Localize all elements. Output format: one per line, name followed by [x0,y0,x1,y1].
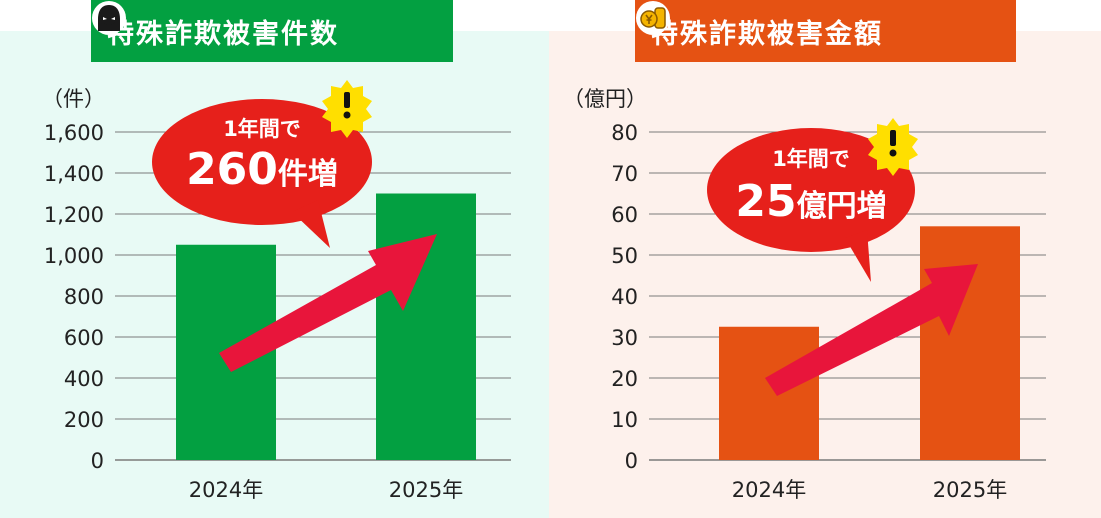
increase-arrow [765,264,978,396]
annotation-line1: 1年間で [772,147,850,171]
chart-cases: （件） 0 200 400 600 800 1,000 1,200 1,400 1,600 20… [0,31,549,518]
y-tick-label: 600 [64,326,104,350]
annotation-amount: 25億円増 [735,176,886,227]
annotation-big-number: 25 [735,176,796,227]
chart-amount: （億円） 0 10 20 30 40 50 60 70 80 2024年 2025年 1年間で 2… [549,31,1101,518]
y-tick-label: 1,200 [44,203,104,227]
panel-cases: （件） 0 200 400 600 800 1,000 1,200 1,400 1,600 20… [0,0,549,518]
y-tick-label: 30 [611,326,638,350]
x-tick-labels: 2024年 2025年 [732,478,1007,502]
y-tick-label: 80 [611,121,638,145]
y-tick-label: 400 [64,367,104,391]
y-tick-labels: 0 10 20 30 40 50 60 70 80 [611,121,638,473]
increase-arrow [219,234,437,372]
x-tick-label: 2024年 [189,478,263,502]
chart-title-banner: 特殊詐欺被害件数 [91,0,453,62]
chart-title-banner: 特殊詐欺被害金額 [635,0,1016,62]
y-tick-label: 1,000 [44,244,104,268]
annotation-big-number: 260 [186,144,278,195]
hooded-criminal-icon [92,1,126,35]
y-tick-label: 10 [611,408,638,432]
y-tick-label: 1,400 [44,162,104,186]
y-tick-label: 60 [611,203,638,227]
exclamation-badge-icon [868,118,918,176]
y-unit-label: （件） [42,87,105,111]
x-tick-label: 2025年 [933,478,1007,502]
y-tick-label: 0 [91,449,104,473]
chart-title: 特殊詐欺被害件数 [107,18,339,50]
y-tick-label: 40 [611,285,638,309]
exclamation-badge-icon [322,80,372,138]
y-tick-label: 20 [611,367,638,391]
y-tick-labels: 0 200 400 600 800 1,000 1,200 1,400 1,600 [44,121,104,473]
y-tick-label: 1,600 [44,121,104,145]
y-tick-label: 70 [611,162,638,186]
annotation-amount: 260件増 [186,144,338,195]
annotation-unit: 億円増 [797,189,887,224]
x-tick-label: 2025年 [389,478,463,502]
annotation-unit: 件増 [278,157,338,192]
annotation-line1: 1年間で [223,117,301,141]
bar [719,326,819,460]
annotation-bubble: 1年間で 260件増 [152,99,372,248]
x-tick-labels: 2024年 2025年 [189,478,463,502]
y-unit-label: （億円） [563,87,647,111]
x-tick-label: 2024年 [732,478,806,502]
yen-coins-icon [636,1,670,35]
annotation-bubble: 1年間で 25億円増 [707,128,915,282]
panel-amount: （億円） 0 10 20 30 40 50 60 70 80 2024年 2025年 1年間で 2… [549,0,1101,518]
y-tick-label: 800 [64,285,104,309]
bar [920,226,1020,460]
chart-title: 特殊詐欺被害金額 [651,18,883,50]
bar [376,193,476,460]
y-tick-label: 0 [625,449,638,473]
y-tick-label: 50 [611,244,638,268]
bars [719,226,1020,460]
y-tick-label: 200 [64,408,104,432]
